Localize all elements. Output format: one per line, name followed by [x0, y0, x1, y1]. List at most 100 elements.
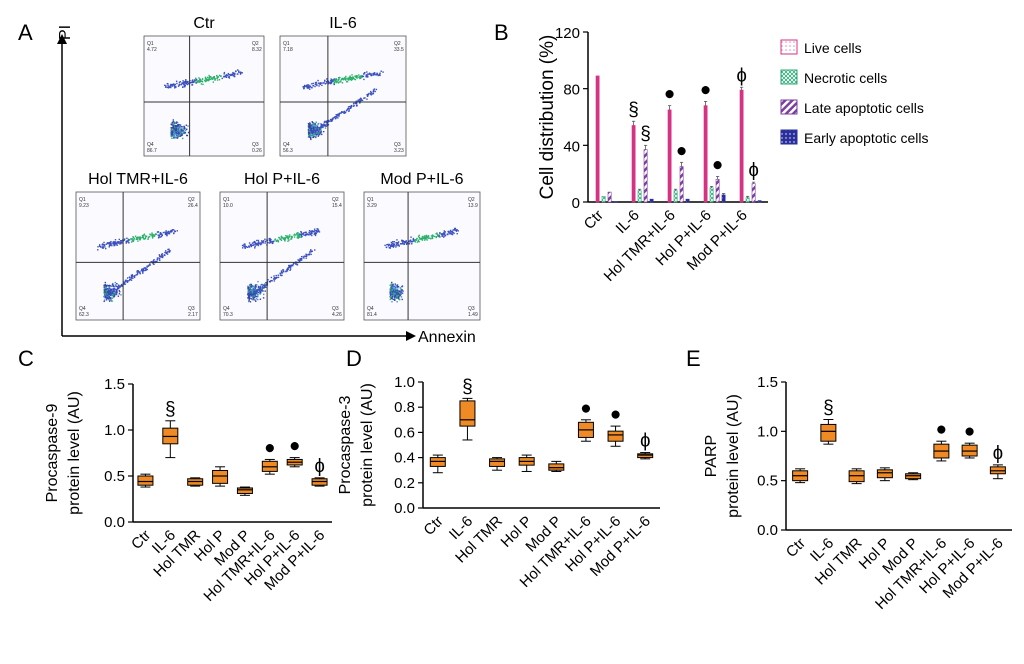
flow-event	[202, 83, 204, 86]
y-axis-label-b: Cell distribution (%)	[537, 35, 558, 200]
flow-event	[216, 75, 218, 77]
flow-event	[136, 272, 139, 274]
flow-event	[105, 296, 108, 299]
flow-plot-title: Hol TMR+IL-6	[88, 171, 188, 188]
flow-event	[216, 77, 219, 79]
flow-event	[281, 236, 283, 239]
flow-event	[300, 259, 303, 261]
flow-event	[376, 72, 378, 74]
flow-event	[249, 294, 251, 296]
flow-event	[273, 275, 275, 277]
y-axis-label-top: Procaspase-3	[337, 396, 354, 495]
flow-event	[120, 283, 123, 286]
flow-event	[168, 233, 171, 235]
flow-event	[353, 78, 355, 80]
flow-event	[287, 237, 289, 240]
flow-event	[126, 280, 129, 282]
flow-event	[280, 235, 283, 238]
flow-event	[126, 237, 128, 239]
flow-event	[391, 288, 393, 291]
flow-event	[138, 238, 141, 240]
flow-event	[330, 118, 333, 121]
flow-event	[400, 243, 402, 245]
significance-symbol: ●	[700, 79, 711, 100]
flow-event	[248, 298, 250, 300]
flow-event	[216, 79, 219, 81]
flow-event	[136, 273, 139, 275]
flow-event	[370, 73, 372, 75]
flow-event	[176, 82, 178, 85]
flow-event	[254, 288, 256, 291]
flow-event	[363, 78, 365, 81]
flow-event	[313, 232, 316, 235]
flow-event	[452, 229, 454, 231]
flow-event	[201, 80, 203, 82]
flow-event	[314, 128, 317, 130]
quadrant-label: Q3	[468, 306, 475, 312]
flow-event	[172, 119, 175, 121]
flow-event	[313, 129, 315, 131]
significance-symbol: ●	[964, 421, 975, 442]
flow-event	[351, 77, 354, 80]
flow-event	[185, 128, 188, 130]
flow-event	[304, 85, 306, 87]
flow-event	[399, 291, 401, 293]
flow-event	[252, 285, 254, 287]
flow-event	[137, 240, 139, 242]
flow-event	[133, 276, 136, 279]
flow-event	[113, 243, 116, 245]
flow-event	[323, 123, 325, 125]
flow-event	[187, 81, 189, 83]
flow-event	[302, 233, 304, 235]
flow-event	[158, 257, 160, 259]
flow-event	[391, 301, 393, 303]
box	[637, 453, 654, 459]
flow-event	[397, 242, 399, 244]
flow-event	[144, 235, 146, 237]
flow-event	[365, 74, 368, 76]
flow-event	[281, 237, 283, 239]
flow-event	[171, 137, 173, 140]
flow-event	[205, 78, 207, 80]
flow-event	[265, 281, 267, 284]
flow-event	[359, 102, 361, 104]
quadrant-value: 3.23	[394, 148, 404, 154]
flow-event	[165, 85, 167, 87]
quadrant-label: Q4	[283, 142, 290, 148]
flow-event	[351, 74, 353, 76]
flow-event	[302, 86, 304, 88]
flow-event	[355, 100, 357, 102]
flow-event	[348, 105, 351, 108]
panel-label-b: B	[494, 20, 509, 45]
flow-event	[170, 129, 172, 132]
flow-event	[105, 299, 108, 301]
flow-event	[195, 78, 198, 81]
flow-event	[448, 230, 450, 233]
flow-event	[310, 125, 312, 128]
flow-event	[254, 285, 256, 287]
flow-event	[174, 136, 177, 138]
flow-event	[172, 83, 175, 85]
significance-symbol: ●	[712, 155, 723, 176]
flow-event	[340, 79, 342, 81]
flow-event	[427, 237, 430, 239]
flow-event	[287, 268, 289, 271]
bar	[715, 179, 720, 203]
flow-event	[366, 75, 368, 77]
quadrant-value: 9.23	[79, 203, 89, 209]
flow-event	[174, 130, 176, 132]
flow-event	[396, 293, 399, 295]
flow-event	[160, 256, 163, 258]
flow-event	[400, 291, 402, 293]
flow-event	[103, 299, 106, 301]
y-tick-label: 0.5	[757, 473, 778, 490]
box	[876, 469, 893, 479]
flow-event	[166, 253, 169, 255]
significance-symbol: ●	[936, 419, 947, 440]
flow-event	[118, 293, 121, 295]
flow-event	[317, 123, 319, 125]
flow-event	[228, 75, 230, 78]
flow-event	[175, 131, 177, 133]
flow-event	[128, 239, 131, 241]
